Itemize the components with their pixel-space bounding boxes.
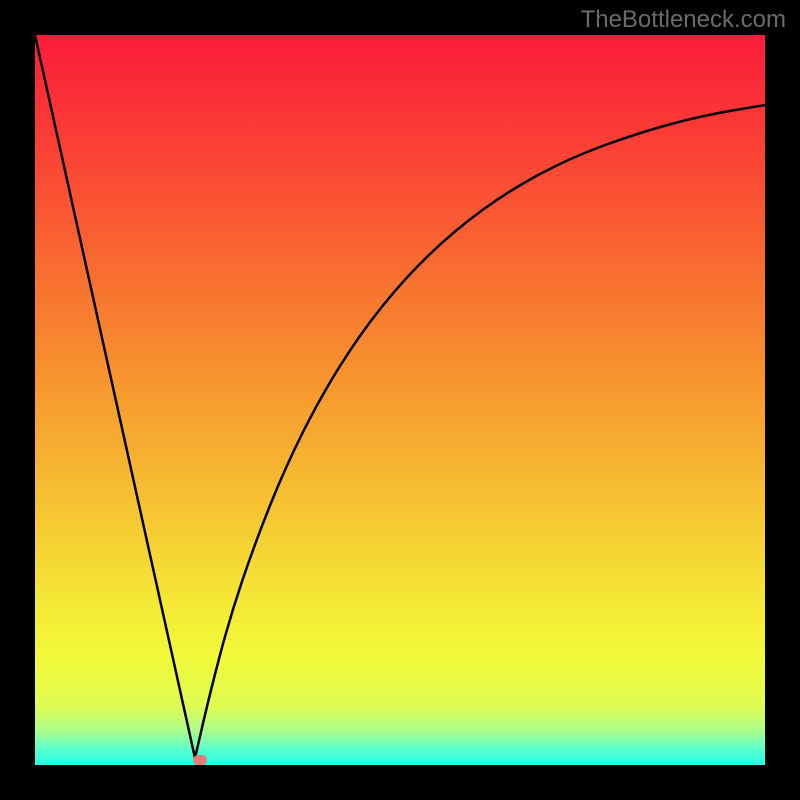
chart-container: TheBottleneck.com: [0, 0, 800, 800]
watermark-text: TheBottleneck.com: [581, 6, 786, 34]
optimum-marker: [193, 755, 207, 765]
plot-area: [35, 35, 765, 765]
